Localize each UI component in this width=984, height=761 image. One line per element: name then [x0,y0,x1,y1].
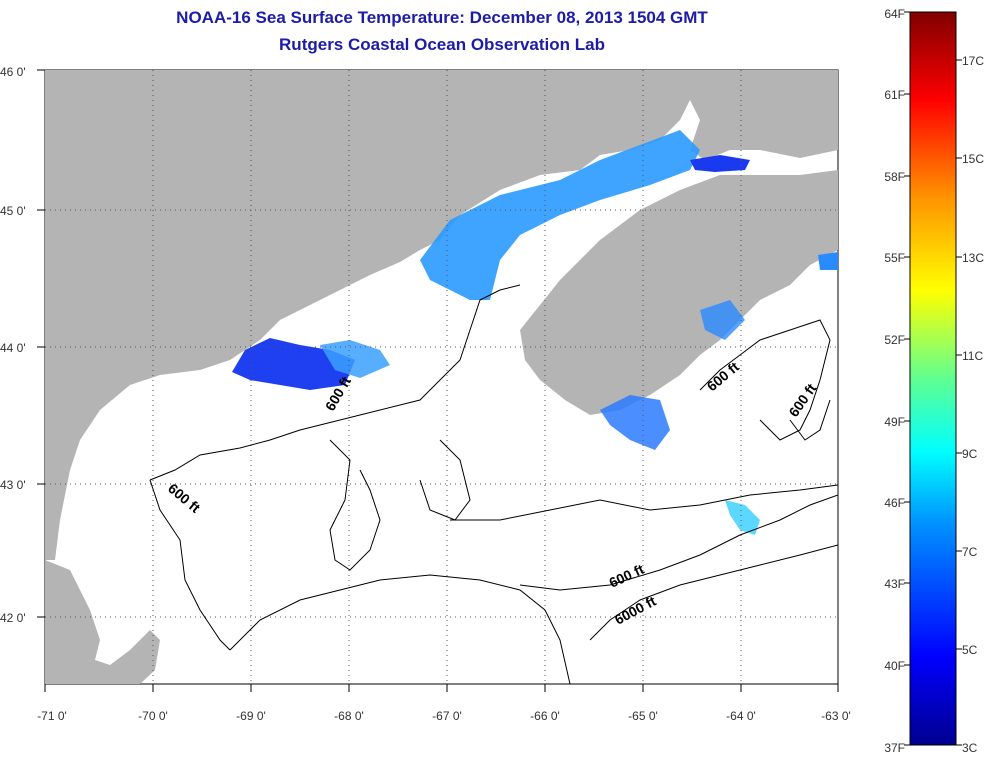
colorbar-f-label: 52F [884,333,905,347]
graticule [45,70,838,684]
axis-ticks [37,69,839,692]
colorbar-f-label: 61F [884,88,905,102]
colorbar-c-label: 11C [962,349,983,363]
lat-label: 45 0' [0,204,26,218]
sst-patch-ns-south [600,395,670,450]
colorbar-c-label: 13C [962,251,984,265]
colorbar-c-label: 7C [962,545,978,559]
land-cape-cod [45,560,160,684]
land-upper-right [745,95,838,140]
colorbar-c-label: 5C [962,643,978,657]
colorbar-c-label: 15C [962,152,984,166]
colorbar-f-label: 40F [884,659,905,673]
sst-patch-georges [725,500,760,535]
map-subtitle: Rutgers Coastal Ocean Observation Lab [279,35,605,54]
sst-patch-bay-of-fundy [420,130,700,300]
colorbar-c-label: 17C [962,54,984,68]
lat-label: 46 0' [0,65,26,79]
lat-label: 44 0' [0,341,26,355]
lon-label: -68 0' [334,709,364,723]
lat-label: 43 0' [0,478,26,492]
sst-patch-offshore-maine [320,340,390,378]
lon-label: -65 0' [628,709,658,723]
sst-patch-far-east [818,252,838,270]
lon-label: -63 0' [821,709,851,723]
lon-label: -71 0' [37,709,67,723]
colorbar-f-label: 46F [884,496,905,510]
sst-patch-fundy-head [690,155,750,172]
colorbar-f-label: 58F [884,170,905,184]
sst-patch-ns-east [700,300,745,340]
bathymetry-contours [149,284,838,684]
lon-label: -64 0' [726,709,756,723]
colorbar-f-label: 55F [884,251,905,265]
colorbar-ticks [904,11,962,746]
lon-label: -70 0' [138,709,168,723]
land-maine-newbrunswick [45,70,838,560]
colorbar-c-label: 9C [962,447,978,461]
colorbar [909,11,957,746]
lon-label: -66 0' [530,709,560,723]
colorbar-f-label: 49F [884,415,905,429]
land-nova-scotia [520,170,838,415]
lon-label: -67 0' [432,709,462,723]
lon-label: -69 0' [236,709,266,723]
colorbar-f-label: 43F [884,577,905,591]
colorbar-c-label: 3C [962,741,978,755]
map-title: NOAA-16 Sea Surface Temperature: Decembe… [176,8,708,27]
colorbar-f-label: 64F [884,7,905,21]
colorbar-f-label: 37F [884,741,905,755]
lat-label: 42 0' [0,611,26,625]
